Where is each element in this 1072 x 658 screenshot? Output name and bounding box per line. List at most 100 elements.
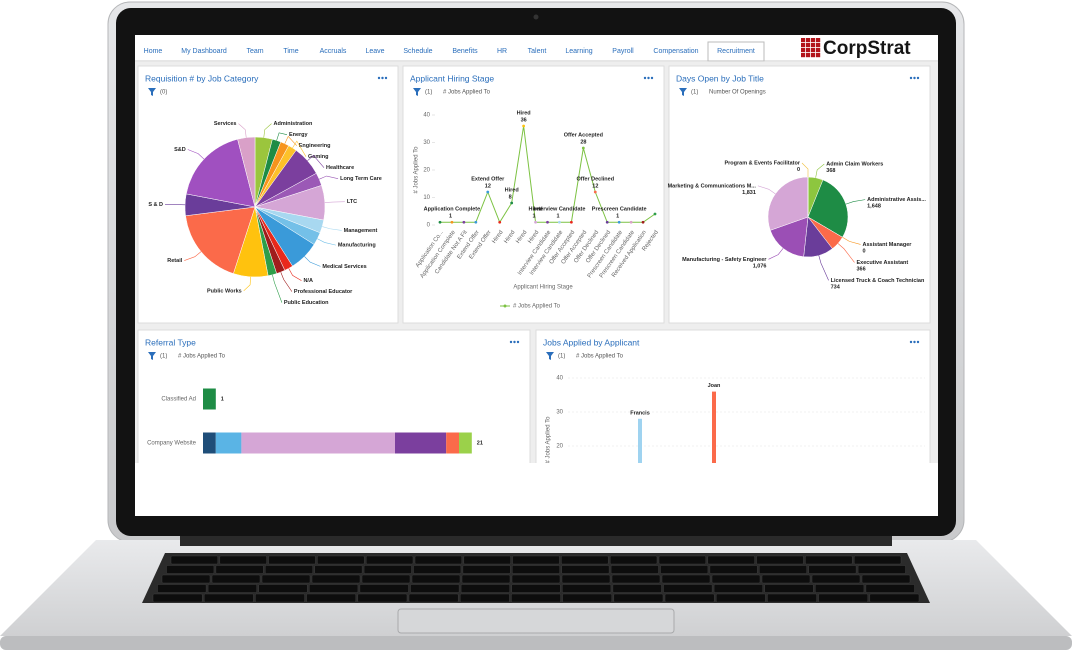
key (366, 555, 414, 565)
key (359, 584, 409, 593)
filter-icon[interactable] (148, 88, 156, 96)
panel-menu-dot[interactable] (509, 340, 513, 344)
point (569, 220, 573, 224)
nav-tab[interactable]: Benefits (452, 48, 478, 55)
key (413, 565, 462, 574)
panel-menu-dot[interactable] (916, 76, 920, 80)
panel-menu-dot[interactable] (381, 76, 384, 80)
key (460, 584, 510, 593)
slice-label: Retail (167, 258, 182, 264)
filter-icon[interactable] (546, 352, 554, 360)
filter-count[interactable]: (0) (160, 90, 167, 96)
slice-label: Licensed Truck & Coach Technician (831, 278, 925, 284)
point (462, 220, 466, 224)
panel-menu-dot[interactable] (516, 340, 520, 344)
leader-line (272, 274, 283, 303)
key (857, 565, 906, 574)
leader-line (238, 123, 247, 138)
total-label: 21 (477, 440, 483, 446)
panel-menu-dot[interactable] (909, 340, 913, 344)
point-label-value: 1 (616, 214, 619, 220)
panel (137, 329, 531, 463)
y-axis-label: # Jobs Applied To (546, 416, 552, 464)
slice-value: 734 (831, 284, 841, 290)
nav-tab[interactable]: Compensation (653, 48, 698, 55)
panel-title: Jobs Applied by Applicant (543, 337, 640, 347)
key (707, 555, 755, 565)
leader-line (184, 251, 202, 261)
bar-segment (395, 432, 447, 454)
panel-menu-dot[interactable] (909, 76, 913, 80)
slice-label: Gaming (308, 154, 328, 160)
key (756, 555, 804, 565)
point (498, 220, 502, 224)
nav-tab[interactable]: Time (283, 48, 298, 55)
slice-value: 0 (863, 248, 866, 254)
nav-tab[interactable]: Learning (565, 48, 592, 55)
dashboard: Home My Dashboard Team Time Accruals Leave Sch… (135, 38, 938, 464)
key (461, 574, 511, 584)
nav-tab[interactable]: Accruals (320, 48, 347, 55)
key (512, 555, 560, 565)
nav-tab[interactable]: Recruitment (717, 48, 755, 55)
panel-menu-dot[interactable] (650, 76, 654, 80)
panel-menu-dot[interactable] (384, 76, 388, 80)
key (661, 574, 711, 584)
nav-tab[interactable]: Home (144, 48, 163, 55)
panel-menu-dot[interactable] (916, 340, 920, 344)
key (152, 593, 203, 603)
bar-name: Francis (630, 410, 650, 416)
filter-count[interactable]: (1) (558, 354, 565, 360)
filter-label: # Jobs Applied To (178, 354, 226, 360)
filter-count[interactable]: (1) (425, 90, 432, 96)
leader-line (187, 149, 205, 160)
key (561, 574, 611, 584)
leader-line (842, 237, 861, 245)
nav-tab[interactable]: Team (246, 48, 263, 55)
panel-title: Days Open by Job Title (676, 73, 764, 83)
panel-menu-dot[interactable] (913, 76, 916, 80)
nav-tab[interactable]: Leave (365, 48, 384, 55)
nav-tab[interactable]: Schedule (403, 48, 432, 55)
key (612, 584, 662, 593)
filter-icon[interactable] (679, 88, 687, 96)
leader-line (263, 123, 272, 138)
point-label-name: Hired (505, 187, 519, 193)
category-label: Classified Ad (161, 397, 196, 403)
panel-menu-dot[interactable] (913, 340, 916, 344)
leader-line (292, 140, 307, 157)
nav-tab[interactable]: My Dashboard (181, 48, 227, 55)
key (207, 584, 257, 593)
key (460, 593, 510, 603)
panel-menu-dot[interactable] (513, 340, 516, 344)
key (511, 593, 561, 603)
panel-menu-dot[interactable] (643, 76, 647, 80)
filter-count[interactable]: (1) (160, 354, 167, 360)
slice-label: Program & Events Facilitator (725, 160, 801, 166)
leader-line (768, 248, 784, 260)
point (605, 220, 609, 224)
key (255, 593, 305, 603)
active-tab-box (707, 41, 765, 62)
filter-icon[interactable] (413, 88, 421, 96)
key (713, 584, 763, 593)
slice-label: N/A (303, 278, 313, 284)
panel-menu-dot[interactable] (647, 76, 650, 80)
leader-line (801, 162, 809, 177)
key (414, 555, 462, 565)
leader-line (304, 256, 321, 267)
key (170, 555, 218, 565)
nav-tab[interactable]: Payroll (612, 48, 634, 55)
leader-line (322, 226, 342, 231)
logo-grid (816, 48, 821, 53)
panel-title: Referral Type (145, 337, 196, 347)
nav-tab[interactable]: Talent (528, 48, 547, 55)
bar-name: Joan (708, 383, 721, 389)
bar-segment (459, 432, 472, 454)
panel-menu-dot[interactable] (377, 76, 381, 80)
point (617, 220, 621, 224)
filter-icon[interactable] (148, 352, 156, 360)
nav-tab[interactable]: HR (497, 48, 507, 55)
filter-count[interactable]: (1) (691, 90, 698, 96)
key (611, 574, 661, 584)
